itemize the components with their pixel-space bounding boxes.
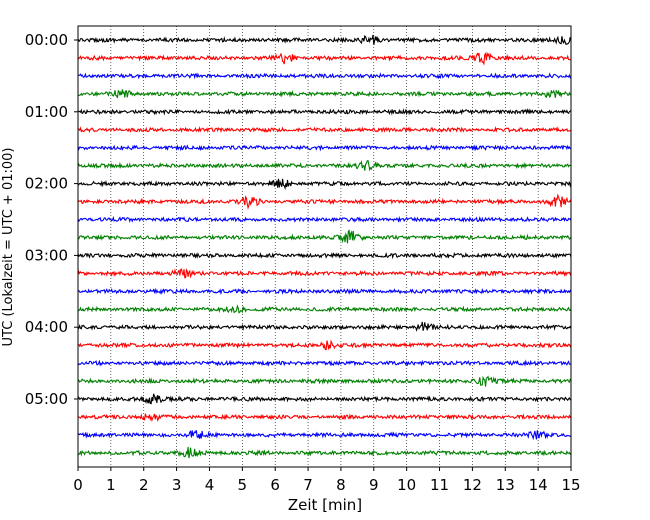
seismogram-trace bbox=[77, 339, 572, 351]
seismogram-trace bbox=[77, 144, 572, 152]
seismogram-trace bbox=[77, 72, 572, 80]
y-tick-label: 04:00 bbox=[25, 318, 68, 336]
x-axis-label: Zeit [min] bbox=[288, 496, 362, 514]
seismogram-trace bbox=[77, 359, 572, 367]
seismogram-trace bbox=[77, 430, 572, 441]
seismogram-trace bbox=[77, 34, 572, 46]
y-tick-label: 01:00 bbox=[25, 103, 68, 121]
x-tick-label: 5 bbox=[238, 476, 248, 494]
y-axis-ticks: 00:00 01:00 02:00 03:00 04:00 05:00 bbox=[25, 31, 78, 408]
seismogram-trace bbox=[77, 89, 572, 99]
x-tick-label: 10 bbox=[397, 476, 416, 494]
seismogram-trace bbox=[77, 287, 572, 296]
seismogram-trace bbox=[77, 304, 572, 314]
trace-group bbox=[77, 34, 572, 459]
x-tick-label: 15 bbox=[561, 476, 580, 494]
x-tick-label: 13 bbox=[496, 476, 515, 494]
y-tick-label: 05:00 bbox=[25, 390, 68, 408]
seismogram-trace bbox=[77, 446, 572, 459]
x-tick-label: 6 bbox=[270, 476, 280, 494]
seismogram-trace bbox=[77, 215, 572, 223]
x-tick-label: 8 bbox=[336, 476, 346, 494]
x-tick-label: 3 bbox=[172, 476, 182, 494]
seismogram-trace bbox=[77, 393, 572, 405]
x-tick-label: 0 bbox=[73, 476, 83, 494]
plot-frame bbox=[77, 25, 572, 468]
seismogram-trace bbox=[77, 268, 572, 279]
seismogram-trace bbox=[77, 375, 572, 387]
x-tick-label: 1 bbox=[106, 476, 116, 494]
x-tick-label: 4 bbox=[205, 476, 215, 494]
seismogram-trace bbox=[77, 125, 572, 134]
y-tick-label: 00:00 bbox=[25, 31, 68, 49]
seismogram-trace bbox=[77, 251, 572, 260]
y-axis-label: UTC (Lokalzeit = UTC + 01:00) bbox=[1, 148, 16, 347]
x-tick-label: 14 bbox=[529, 476, 548, 494]
seismogram-trace bbox=[77, 321, 572, 332]
x-tick-label: 7 bbox=[303, 476, 313, 494]
seismogram-trace bbox=[77, 108, 572, 116]
x-axis-ticks: 0 1 2 3 4 5 6 7 8 9 10 11 12 13 14 15 bbox=[73, 467, 581, 494]
x-tick-label: 9 bbox=[369, 476, 379, 494]
seismogram-trace bbox=[77, 193, 572, 210]
seismogram-trace bbox=[77, 159, 572, 172]
seismogram-trace bbox=[77, 178, 572, 191]
x-tick-label: 2 bbox=[139, 476, 149, 494]
seismogram-trace bbox=[77, 51, 572, 66]
y-tick-label: 02:00 bbox=[25, 175, 68, 193]
seismogram-trace bbox=[77, 229, 572, 244]
x-tick-label: 11 bbox=[430, 476, 449, 494]
x-tick-label: 12 bbox=[463, 476, 482, 494]
seismogram-trace bbox=[77, 413, 572, 423]
y-tick-label: 03:00 bbox=[25, 246, 68, 264]
